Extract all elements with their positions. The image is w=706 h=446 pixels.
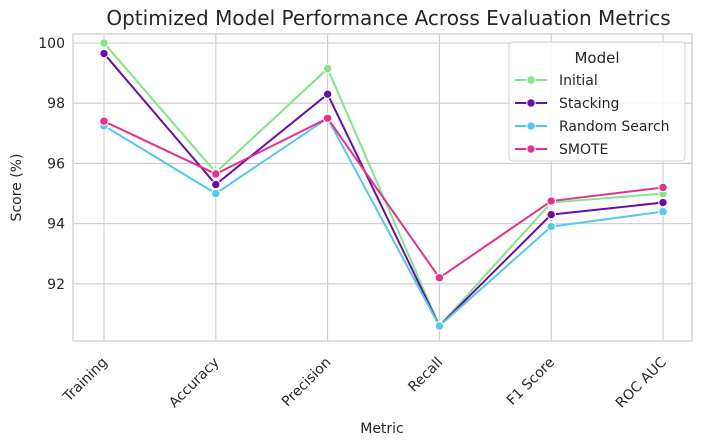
y-axis-ticks: 92 94 96 98 100 [38,36,65,293]
x-axis-label: Metric [360,421,404,437]
legend-swatch-marker [526,121,536,131]
x-axis-ticks: Training Accuracy Precision Recall F1 Score R… [60,354,670,411]
legend-label: SMOTE [559,142,608,158]
chart-title: Optimized Model Performance Across Evalu… [106,6,670,30]
series-lines [99,38,668,331]
legend-swatch-marker [526,98,536,108]
data-point [546,196,556,206]
data-point [99,48,109,59]
data-point [99,38,109,48]
x-tick-label: Precision [279,355,334,410]
plot-frame [72,33,693,342]
data-point [658,182,668,193]
y-tick-label: 98 [47,96,65,112]
data-point [211,169,221,179]
legend-title: Model [574,49,619,67]
data-point [546,209,556,220]
y-tick-label: 100 [38,36,65,52]
x-tick-label: ROC AUC [613,354,670,411]
x-tick-label: Accuracy [166,355,223,412]
legend: Model Initial Stacking Random Search SMOTE [508,41,686,162]
legend-swatch-marker [526,75,536,85]
data-point [322,63,333,74]
legend-item: Stacking [515,96,619,112]
data-point [99,116,109,126]
series-line [103,52,664,328]
x-tick-label: Recall [405,355,446,396]
legend-label: Initial [559,73,598,89]
x-tick-label: F1 Score [504,355,558,409]
legend-item: Random Search [515,119,670,135]
x-tick-label: Training [60,355,111,406]
y-axis-label: Score (%) [9,154,25,222]
legend-swatch-marker [526,144,536,154]
data-point [546,221,556,232]
legend-item: SMOTE [515,142,608,158]
legend-box [508,41,686,162]
data-point [211,188,221,199]
series-line [103,116,664,328]
series-line [103,116,664,280]
data-point [211,179,221,190]
y-tick-label: 96 [47,156,65,172]
y-tick-label: 94 [47,217,65,233]
data-point [322,113,333,123]
y-tick-label: 92 [47,277,65,293]
data-point [658,206,668,217]
legend-item: Initial [515,73,598,89]
series-smote [99,113,668,283]
legend-label: Stacking [559,96,619,112]
data-point [658,197,668,208]
data-point [434,321,445,331]
legend-label: Random Search [559,119,670,135]
data-point [434,273,445,283]
data-point [322,89,333,99]
